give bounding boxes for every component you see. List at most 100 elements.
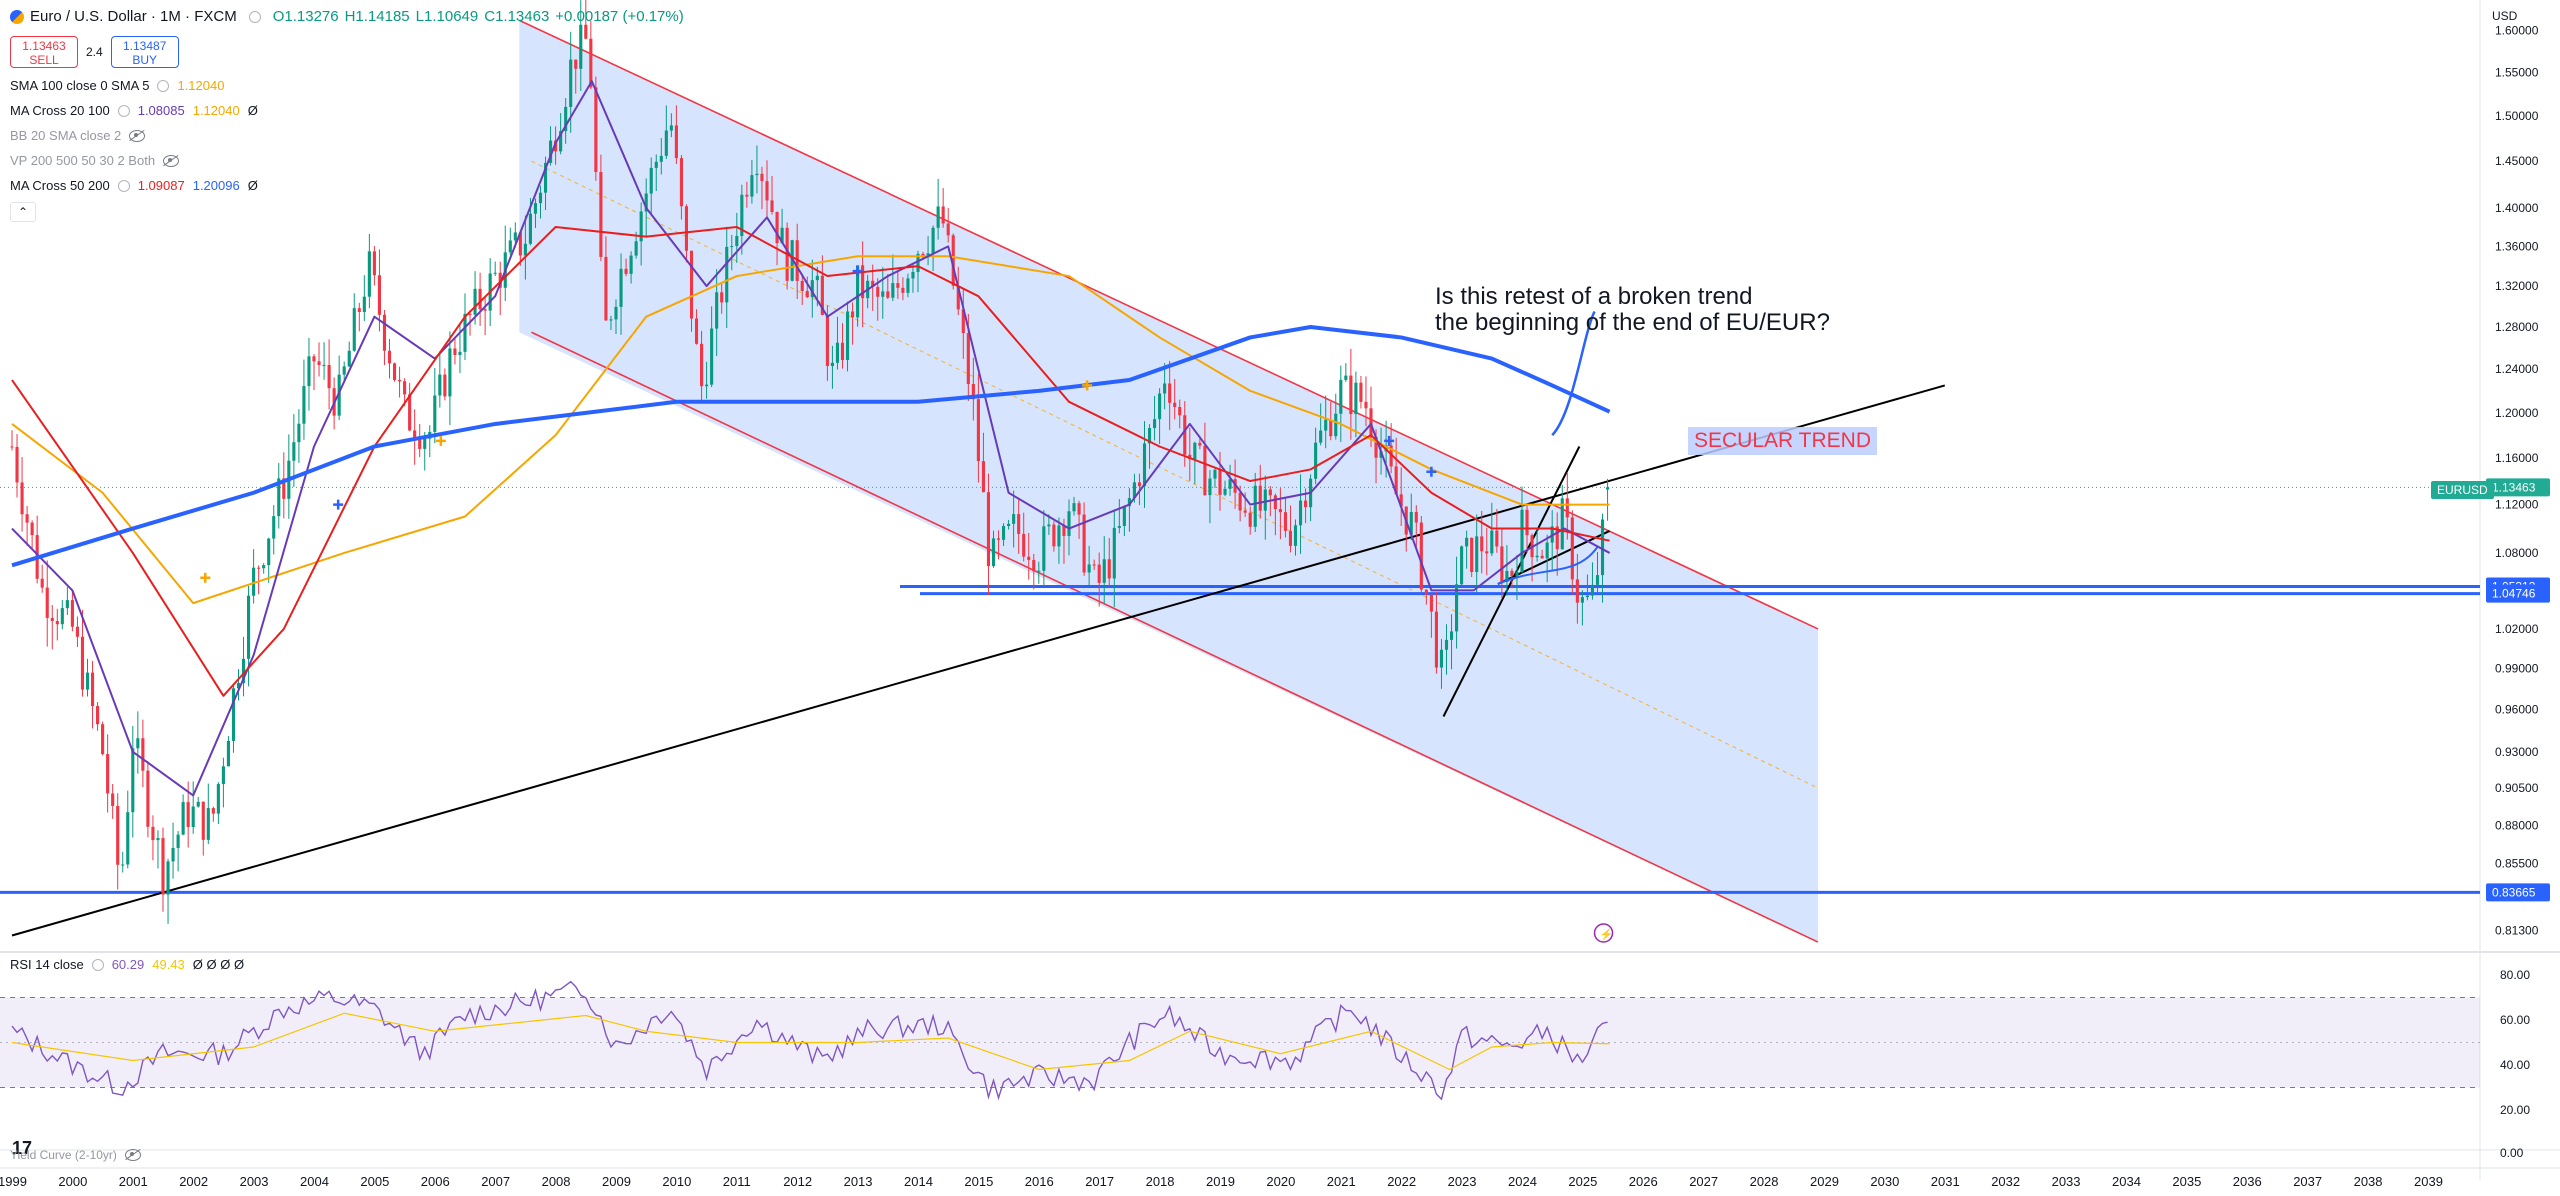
indicator-legend-row[interactable]: VP 200 500 50 30 2 Both (10, 153, 180, 168)
indicator-settings-icon[interactable] (117, 179, 130, 192)
candle-body (302, 386, 306, 424)
secular-trendline[interactable] (11, 384, 1946, 937)
year-tick-label: 2004 (300, 1174, 329, 1189)
price-tick-label: 1.16000 (2495, 451, 2539, 465)
buy-button[interactable]: 1.13487 BUY (110, 36, 179, 68)
candle-body (654, 161, 658, 168)
indicator-settings-icon[interactable] (117, 104, 130, 117)
moving-average-line[interactable] (11, 325, 1611, 568)
candle-body (720, 292, 724, 303)
candle-body (211, 808, 215, 814)
sell-label: SELL (29, 53, 59, 67)
candle-body (1178, 406, 1182, 416)
indicator-settings-icon[interactable] (157, 79, 170, 92)
candle-body (760, 173, 764, 182)
candle-body (1434, 611, 1438, 668)
candle-body (151, 826, 155, 841)
year-tick-label: 2000 (58, 1174, 87, 1189)
candle-body (1439, 649, 1444, 668)
indicator-name[interactable]: MA Cross 20 100 (10, 103, 110, 118)
candle-body (981, 461, 985, 493)
rsi-line[interactable] (11, 980, 1608, 1101)
year-tick-label: 2032 (1991, 1174, 2020, 1189)
eye-hidden-icon[interactable] (163, 154, 180, 167)
candle-body (1465, 537, 1469, 547)
candle-body (1510, 570, 1514, 576)
event-marker-icon[interactable] (1593, 923, 1614, 943)
candle-body (1369, 408, 1373, 437)
candle-body (216, 784, 220, 814)
moving-average-line[interactable] (11, 255, 1610, 605)
candle-body (1429, 594, 1433, 612)
currency-label: USD (2492, 9, 2518, 23)
candle-body (463, 313, 467, 352)
indicator-name[interactable]: MA Cross 50 200 (10, 178, 110, 193)
rsi-ma-value: 49.43 (152, 957, 185, 972)
candle-body (1173, 402, 1177, 407)
moving-average-line[interactable] (11, 80, 1611, 797)
channel-lower-line[interactable] (531, 331, 1819, 943)
candle-body (90, 672, 95, 707)
yield-curve-name[interactable]: Yield Curve (2-10yr) (10, 1148, 117, 1162)
candle-body (1057, 525, 1061, 547)
price-tick-label: 1.28000 (2495, 320, 2539, 334)
candle-body (543, 162, 548, 193)
candle-body (1137, 482, 1142, 487)
candle-body (166, 861, 170, 895)
indicator-name[interactable]: VP 200 500 50 30 2 Both (10, 153, 156, 168)
crossover-marker (333, 499, 344, 510)
chart-annotation[interactable]: Is this retest of a broken trend the beg… (1435, 283, 1830, 336)
candle-body (1575, 579, 1579, 603)
candle-body (966, 333, 970, 384)
indicator-legend-row[interactable]: MA Cross 20 100 1.08085 1.12040 Ø (10, 103, 258, 118)
regression-channel[interactable] (519, 20, 1818, 943)
indicator-name[interactable]: BB 20 SMA close 2 (10, 128, 122, 143)
freehand-drawing[interactable] (1497, 546, 1599, 585)
price-level-tag[interactable] (2486, 584, 2550, 603)
price-level-tag[interactable] (2486, 883, 2550, 902)
freehand-drawing[interactable] (1551, 310, 1596, 437)
price-tick-label: 0.88000 (2495, 818, 2539, 832)
candle-body (991, 538, 996, 567)
collapse-legend-button[interactable]: ⌃ (10, 202, 36, 222)
symbol-price-tag: EURUSD (2431, 481, 2494, 499)
tradingview-logo[interactable]: 17 (12, 1138, 33, 1158)
candle-body (765, 181, 769, 201)
symbol-title[interactable]: Euro / U.S. Dollar · 1M · FXCM (30, 8, 237, 25)
candle-body (1283, 512, 1287, 531)
year-tick-label: 2031 (1931, 1174, 1960, 1189)
moving-average-line[interactable] (11, 225, 1610, 697)
candle-body (624, 268, 628, 274)
rsi-value: 60.29 (111, 957, 145, 972)
candle-body (357, 308, 361, 312)
market-status-icon (248, 10, 261, 23)
candle-body (906, 278, 910, 293)
indicator-legend-row[interactable]: MA Cross 50 200 1.09087 1.20096 Ø (10, 178, 258, 193)
crossover-marker (200, 572, 211, 583)
secular-trend-label[interactable]: SECULAR TREND (1688, 427, 1877, 455)
rsi-ma-line[interactable] (11, 1012, 1610, 1071)
rsi-name[interactable]: RSI 14 close (10, 957, 84, 972)
candle-body (599, 172, 603, 257)
rsi-settings-icon[interactable] (91, 958, 104, 971)
eye-hidden-icon[interactable] (124, 1149, 141, 1161)
indicator-legend-row[interactable]: BB 20 SMA close 2 (10, 128, 146, 143)
trade-buttons: 1.13463 SELL 2.4 1.13487 BUY (10, 36, 179, 68)
year-tick-label: 2022 (1387, 1174, 1416, 1189)
candle-body (725, 246, 729, 303)
trendline[interactable] (1442, 446, 1581, 717)
candle-body (1032, 559, 1036, 572)
candle-body (1374, 436, 1378, 458)
indicator-value: 1.12040 (177, 78, 225, 93)
candle-body (700, 343, 704, 387)
candle-body (840, 342, 845, 360)
indicator-name[interactable]: SMA 100 close 0 SMA 5 (10, 78, 150, 93)
ohlc-close: C1.13463 (484, 8, 550, 25)
sell-button[interactable]: 1.13463 SELL (10, 36, 78, 68)
year-tick-label: 2017 (1085, 1174, 1114, 1189)
eye-hidden-icon[interactable] (129, 129, 146, 142)
rsi-tick-label: 80.00 (2500, 968, 2530, 982)
last-price-tag[interactable] (2486, 478, 2550, 497)
indicator-legend-row[interactable]: SMA 100 close 0 SMA 5 1.12040 (10, 78, 224, 93)
